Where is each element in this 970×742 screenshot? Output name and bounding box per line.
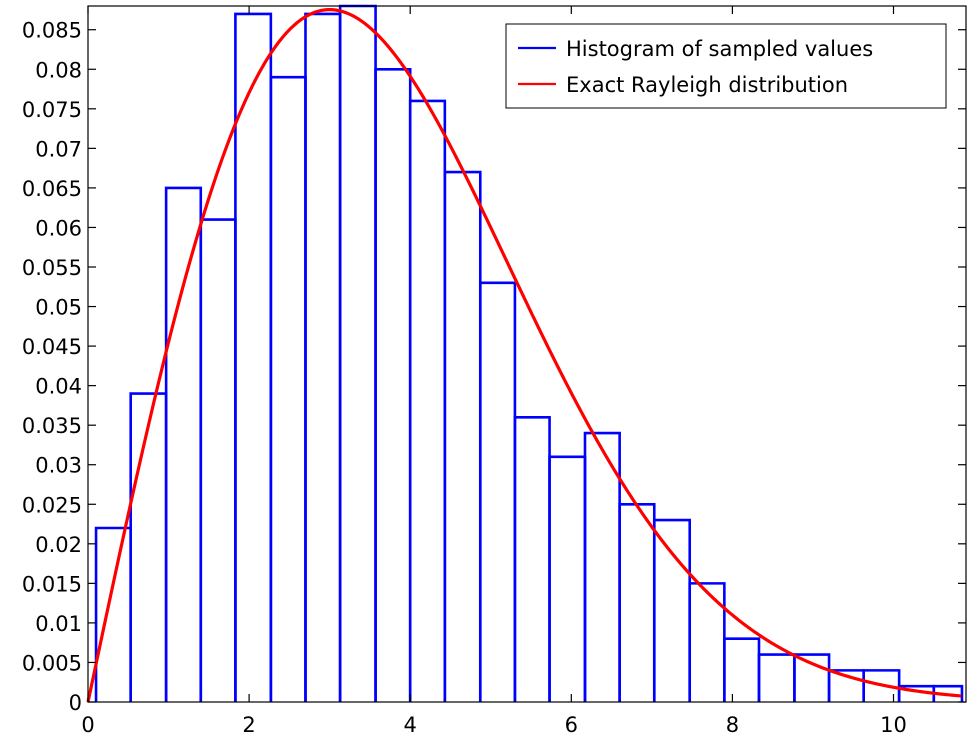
histogram-layer	[94, 4, 964, 702]
x-tick-label: 4	[404, 713, 417, 737]
ticks-layer: 0 2 4 6 8 10 0 0.005 0.01 0.015 0.02 0.025 0.03 0.035…	[22, 6, 966, 737]
y-tick-label: 0.04	[35, 375, 82, 399]
x-tick-label: 6	[565, 713, 578, 737]
y-tick-label: 0.02	[35, 533, 82, 557]
y-tick-label: 0.07	[35, 137, 82, 161]
y-tick-label: 0.06	[35, 216, 82, 240]
x-tick-label: 0	[81, 713, 94, 737]
y-tick-label: 0.055	[22, 256, 82, 280]
y-tick-label: 0.015	[22, 572, 82, 596]
legend-label-rayleigh: Exact Rayleigh distribution	[566, 73, 848, 97]
axes-frame	[87, 5, 967, 703]
rayleigh-curve	[86, 8, 962, 703]
y-tick-label: 0.005	[22, 651, 82, 675]
x-tick-label: 2	[242, 713, 255, 737]
legend-box	[505, 23, 947, 109]
y-tick-label: 0.075	[22, 98, 82, 122]
y-tick-label: 0.035	[22, 414, 82, 438]
y-tick-label: 0.03	[35, 454, 82, 478]
y-tick-label: 0.01	[35, 612, 82, 636]
x-tick-label: 8	[726, 713, 739, 737]
x-tick-label: 10	[880, 713, 907, 737]
curve-layer	[86, 8, 962, 703]
y-tick-label: 0.08	[35, 58, 82, 82]
y-tick-label: 0	[69, 691, 82, 715]
y-tick-label: 0.025	[22, 493, 82, 517]
y-tick-label: 0.045	[22, 335, 82, 359]
legend: Histogram of sampled values Exact Raylei…	[505, 23, 947, 109]
y-tick-label: 0.065	[22, 177, 82, 201]
legend-label-histogram: Histogram of sampled values	[566, 37, 873, 61]
y-tick-label: 0.05	[35, 296, 82, 320]
y-tick-label: 0.085	[22, 19, 82, 43]
